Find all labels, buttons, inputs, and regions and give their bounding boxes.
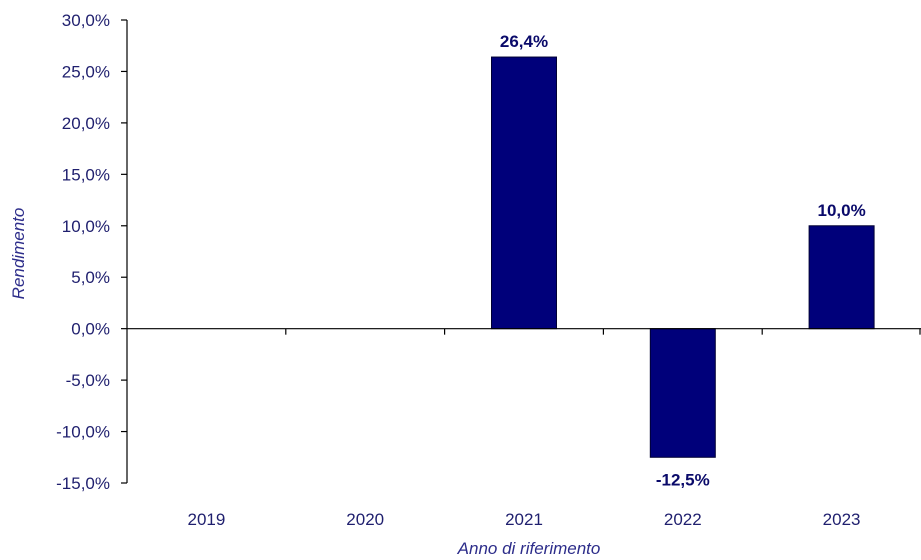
y-tick-label: 10,0%	[62, 217, 110, 236]
data-label-2021: 26,4%	[500, 32, 548, 51]
data-label-2022: -12,5%	[656, 470, 710, 489]
x-tick-label: 2021	[505, 510, 543, 529]
x-tick-label: 2023	[823, 510, 861, 529]
bar-2022	[649, 328, 716, 458]
y-tick-label: 20,0%	[62, 114, 110, 133]
y-tick-label: 5,0%	[71, 268, 110, 287]
x-tick-label: 2022	[664, 510, 702, 529]
x-axis-title: Anno di riferimento	[457, 539, 601, 558]
y-tick-label: -10,0%	[56, 423, 110, 442]
x-tick-label: 2019	[187, 510, 225, 529]
bar-2023	[808, 225, 875, 330]
y-axis-title: Rendimento	[9, 208, 28, 300]
y-tick-label: -5,0%	[66, 371, 110, 390]
y-tick-label: 15,0%	[62, 165, 110, 184]
y-axis-ticks: 30,0% 25,0% 20,0% 15,0% 10,0% 5,0% 0,0% -5,0% -1…	[56, 11, 127, 493]
y-tick-label: 30,0%	[62, 11, 110, 30]
x-axis-ticks: 2019 2020 2021 2022 2023	[187, 328, 921, 529]
x-tick-label: 2020	[346, 510, 384, 529]
y-tick-label: -15,0%	[56, 474, 110, 493]
bars	[491, 56, 875, 458]
y-tick-label: 25,0%	[62, 62, 110, 81]
data-label-2023: 10,0%	[817, 201, 865, 220]
data-labels: 26,4% -12,5% 10,0%	[500, 32, 866, 489]
y-tick-label: 0,0%	[71, 320, 110, 339]
bar-2021	[491, 56, 557, 330]
